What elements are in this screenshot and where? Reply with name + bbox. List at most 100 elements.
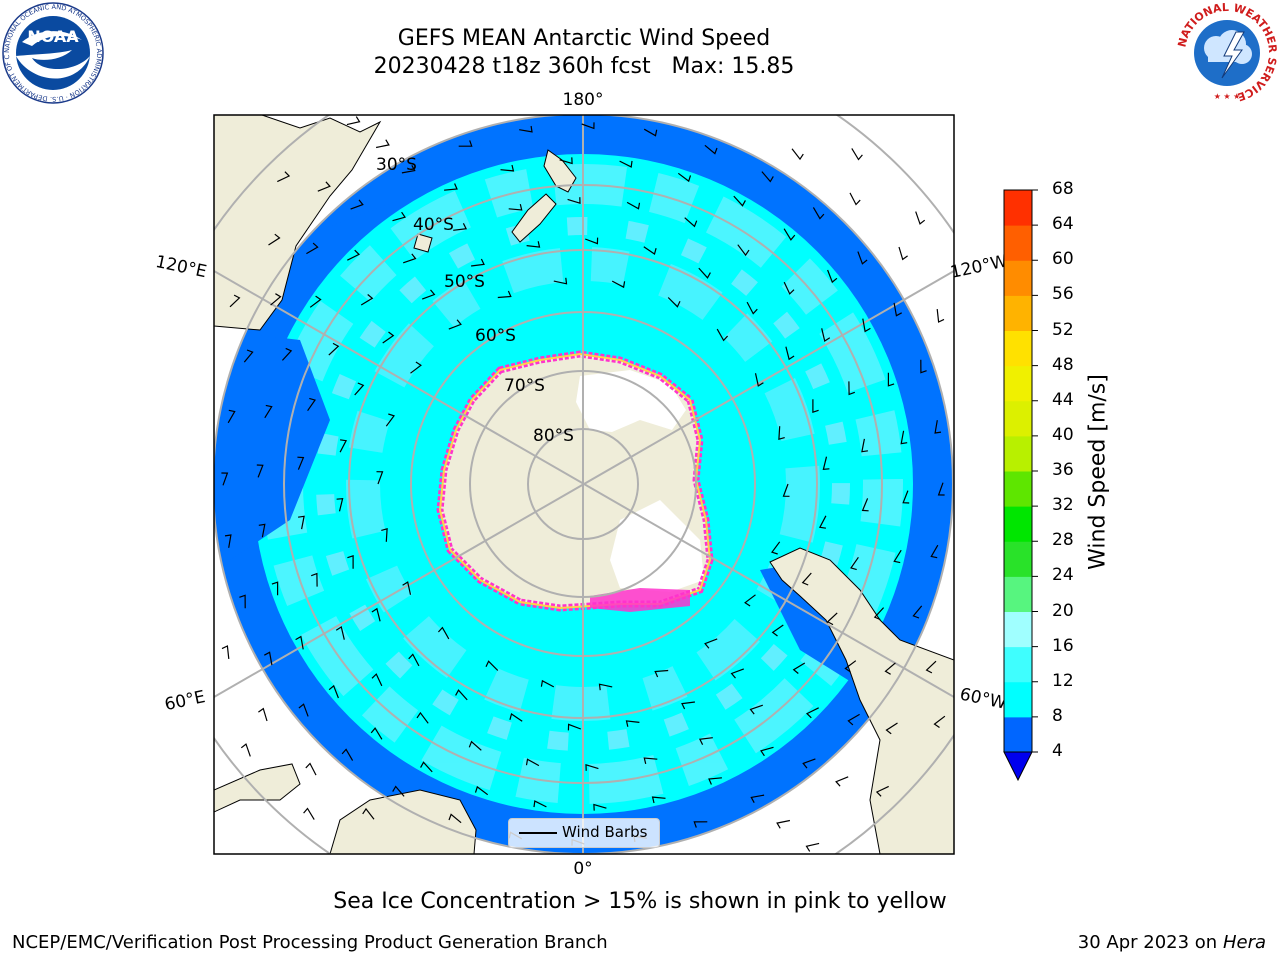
wind-barb xyxy=(401,165,416,174)
wind-barb xyxy=(553,277,568,285)
wind-barb xyxy=(761,171,774,183)
footer-date: 30 Apr 2023 on Hera xyxy=(1078,932,1266,953)
lon-label-upper-left: 120°E xyxy=(154,252,209,282)
lon-label-top: 180° xyxy=(563,90,604,110)
wind-barb xyxy=(851,148,863,161)
wind-barb xyxy=(611,280,626,289)
wind-barb xyxy=(776,819,791,829)
wind-barb xyxy=(698,267,711,279)
wind-barb xyxy=(857,251,868,265)
lat-label-70s: 70°S xyxy=(504,376,545,396)
legend-label: Wind Barbs xyxy=(562,823,648,841)
wind-barb xyxy=(902,490,910,504)
wind-barb xyxy=(598,683,613,691)
svg-text:★ ★ ★: ★ ★ ★ xyxy=(1214,92,1241,101)
wind-barb xyxy=(526,241,541,248)
wind-barb xyxy=(885,722,898,735)
wind-barb xyxy=(468,740,482,751)
wind-barb xyxy=(256,464,264,478)
noaa-logo: NATIONAL OCEANIC AND ATMOSPHERIC ADMINIS… xyxy=(2,2,104,104)
wind-barb xyxy=(306,242,319,255)
wind-barb xyxy=(693,821,708,828)
wind-barb xyxy=(533,800,547,808)
wind-barb xyxy=(336,498,344,512)
tasmania xyxy=(413,233,433,253)
wind-barb xyxy=(920,359,927,374)
madagascar-land xyxy=(214,763,301,813)
colorbar-segment xyxy=(1004,330,1032,367)
wind-barb xyxy=(900,430,908,445)
wind-barb xyxy=(339,439,348,453)
wind-barb xyxy=(371,673,383,687)
colorbar-segment xyxy=(1004,435,1032,472)
wind-barb xyxy=(584,237,599,245)
new-zealand-south xyxy=(511,193,557,243)
wind-barbs xyxy=(221,116,946,852)
colorbar-tick-label: 52 xyxy=(1052,319,1074,340)
colorbar-segment xyxy=(1004,190,1032,226)
wind-barb xyxy=(444,183,458,191)
wind-barb xyxy=(307,397,316,412)
wind-barb xyxy=(593,803,607,811)
wind-barb xyxy=(681,701,695,710)
wind-barb xyxy=(812,399,819,414)
wind-barb xyxy=(385,413,395,427)
wind-barb xyxy=(778,426,785,441)
colorbar-segment xyxy=(1004,260,1032,296)
colorbar-tick-label: 56 xyxy=(1052,284,1074,305)
wind-barb xyxy=(281,347,293,361)
wind-barb xyxy=(264,651,273,666)
colorbar-tick-label: 44 xyxy=(1052,389,1074,410)
wind-barb xyxy=(818,515,827,529)
wind-barb xyxy=(268,233,281,246)
wind-barb xyxy=(925,660,937,674)
wind-barb xyxy=(875,785,889,797)
wind-barb xyxy=(771,541,781,555)
lon-label-upper-right: 120°W xyxy=(949,251,1010,283)
wind-barb xyxy=(716,328,729,342)
lat-label-60s: 60°S xyxy=(475,326,516,346)
wind-barb xyxy=(328,342,340,356)
wind-barb xyxy=(912,605,923,619)
wind-barb xyxy=(448,319,462,330)
wind-barb xyxy=(744,594,756,607)
wind-barb xyxy=(310,572,318,587)
colorbar-tick-label: 68 xyxy=(1052,179,1074,199)
wind-barb xyxy=(737,244,750,257)
wind-barb xyxy=(850,556,859,571)
footer-credit: NCEP/EMC/Verification Post Processing Pr… xyxy=(12,932,608,953)
colorbar-tick-label: 48 xyxy=(1052,354,1074,375)
colorbar-segment xyxy=(1004,576,1032,612)
wind-barb xyxy=(801,572,812,586)
lon-label-lower-left: 60°E xyxy=(163,687,207,715)
south-america-land xyxy=(769,547,954,854)
wind-barb xyxy=(347,249,361,261)
wind-barb xyxy=(684,217,698,228)
ice-shelves xyxy=(576,370,704,592)
wind-barb xyxy=(509,713,523,722)
colorbar-label: Wind Speed [m/s] xyxy=(1085,374,1111,570)
colorbar-segment xyxy=(1004,400,1032,437)
wind-barb xyxy=(754,373,764,387)
wind-barb xyxy=(567,197,581,205)
wind-barb xyxy=(698,737,713,745)
wind-barb xyxy=(485,660,499,671)
wind-barb xyxy=(382,331,395,344)
lat-label-50s: 50°S xyxy=(444,272,485,292)
footer-date-text: 30 Apr 2023 on xyxy=(1077,932,1223,953)
noaa-logo-text: NOAA xyxy=(27,27,79,46)
australia-land xyxy=(214,115,382,331)
wind-barb xyxy=(746,301,758,315)
wind-barb xyxy=(884,662,896,675)
wind-barb xyxy=(229,294,241,308)
wind-barb xyxy=(392,211,406,222)
colorbar-segment xyxy=(1004,646,1032,683)
wind-barb xyxy=(704,638,718,649)
colorbar-tick-label: 32 xyxy=(1052,495,1074,516)
wind-barb xyxy=(934,420,942,434)
wind-barb xyxy=(785,346,795,361)
wind-barb xyxy=(771,624,784,637)
graticule xyxy=(214,115,954,854)
wind-barb xyxy=(559,157,573,165)
wind-barb xyxy=(826,612,838,626)
